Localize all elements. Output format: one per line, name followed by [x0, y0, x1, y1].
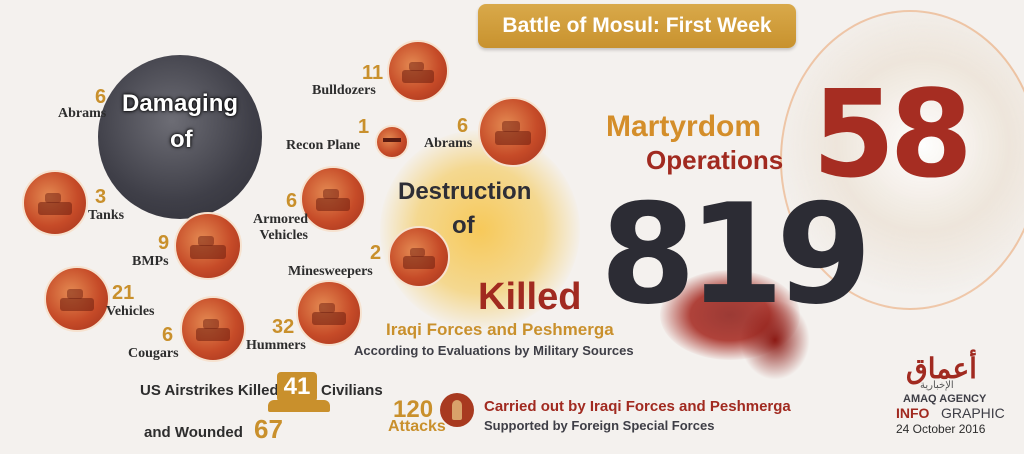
vehicles-count: 21 — [112, 282, 135, 304]
amaq-logo-subtitle: الإخبارية — [920, 380, 954, 391]
damaged-abrams-count: 6 — [95, 86, 107, 108]
bmp-photo — [174, 212, 242, 280]
tanks-label: Tanks — [88, 208, 125, 223]
martyrdom-count: 58 — [812, 66, 973, 205]
hummers-count: 32 — [272, 316, 295, 338]
destroyed-abrams-label: Abrams — [424, 136, 473, 151]
bulldozers-label: Bulldozers — [312, 83, 376, 98]
damaging-of-label: of — [170, 126, 193, 153]
airstrikes-label: US Airstrikes Killed — [140, 382, 279, 399]
armored-vehicles-count: 6 — [286, 190, 298, 212]
cougars-count: 6 — [162, 324, 174, 346]
damaging-circle-image — [98, 55, 262, 219]
minesweepers-label: Minesweepers — [288, 264, 373, 279]
infographic-label-a: INFO — [896, 405, 930, 421]
damaging-label: Damaging — [122, 90, 239, 117]
vehicles-label: Vehicles — [106, 304, 155, 319]
operations-label: Operations — [646, 145, 784, 175]
recon-plane-label: Recon Plane — [286, 138, 361, 153]
civilians-label: Civilians — [321, 382, 383, 399]
plane-icon — [383, 138, 401, 142]
recon-plane-count: 1 — [358, 116, 370, 138]
attacks-label: Attacks — [388, 418, 446, 435]
attacks-supported-label: Supported by Foreign Special Forces — [484, 418, 715, 433]
armored-vehicles-label: Armored Vehicles — [253, 212, 308, 243]
soldier-icon — [440, 393, 474, 427]
hummer-photo — [296, 280, 362, 346]
tank-photo — [22, 170, 88, 236]
destruction-label: Destruction — [398, 178, 532, 205]
bulldozer-photo — [387, 40, 449, 102]
page-title: Battle of Mosul: First Week — [502, 14, 772, 37]
damaged-abrams-label: Abrams — [58, 106, 107, 121]
minesweeper-photo — [388, 226, 450, 288]
tanks-count: 3 — [95, 186, 107, 208]
bmps-count: 9 — [158, 232, 170, 254]
tank-silhouette-icon — [268, 400, 330, 412]
wounded-label: and Wounded — [144, 424, 243, 441]
agency-label: AMAQ AGENCY — [903, 393, 987, 405]
publish-date: 24 October 2016 — [896, 422, 986, 436]
attacks-carried-label: Carried out by Iraqi Forces and Peshmerg… — [484, 398, 791, 415]
bulldozers-count: 11 — [362, 62, 384, 84]
wounded-count: 67 — [254, 414, 283, 444]
amaq-logo: أعماق — [906, 352, 977, 385]
blood-drip — [740, 300, 810, 380]
killed-source-label: According to Evaluations by Military Sou… — [354, 343, 634, 358]
destruction-of-label: of — [452, 212, 475, 239]
abrams-photo — [478, 97, 548, 167]
recon-plane-photo — [375, 125, 409, 159]
killed-forces-label: Iraqi Forces and Peshmerga — [386, 320, 614, 339]
title-banner: Battle of Mosul: First Week — [478, 4, 796, 48]
minesweepers-count: 2 — [370, 242, 382, 264]
killed-label: Killed — [478, 276, 582, 318]
armored-vehicle-photo — [300, 166, 366, 232]
attacks-count: 120 — [393, 396, 434, 423]
martyrdom-label: Martyrdom — [606, 110, 762, 143]
hummers-label: Hummers — [246, 338, 306, 353]
cougar-photo — [180, 296, 246, 362]
bmps-label: BMPs — [132, 254, 169, 269]
map-burst-background — [780, 10, 1024, 310]
civilians-killed-count: 41 — [277, 372, 317, 402]
infographic-label-b: GRAPHIC — [941, 405, 1005, 421]
destroyed-abrams-count: 6 — [457, 115, 469, 137]
cougars-label: Cougars — [128, 346, 179, 361]
vehicle-photo — [44, 266, 110, 332]
killed-count: 819 — [600, 174, 872, 335]
